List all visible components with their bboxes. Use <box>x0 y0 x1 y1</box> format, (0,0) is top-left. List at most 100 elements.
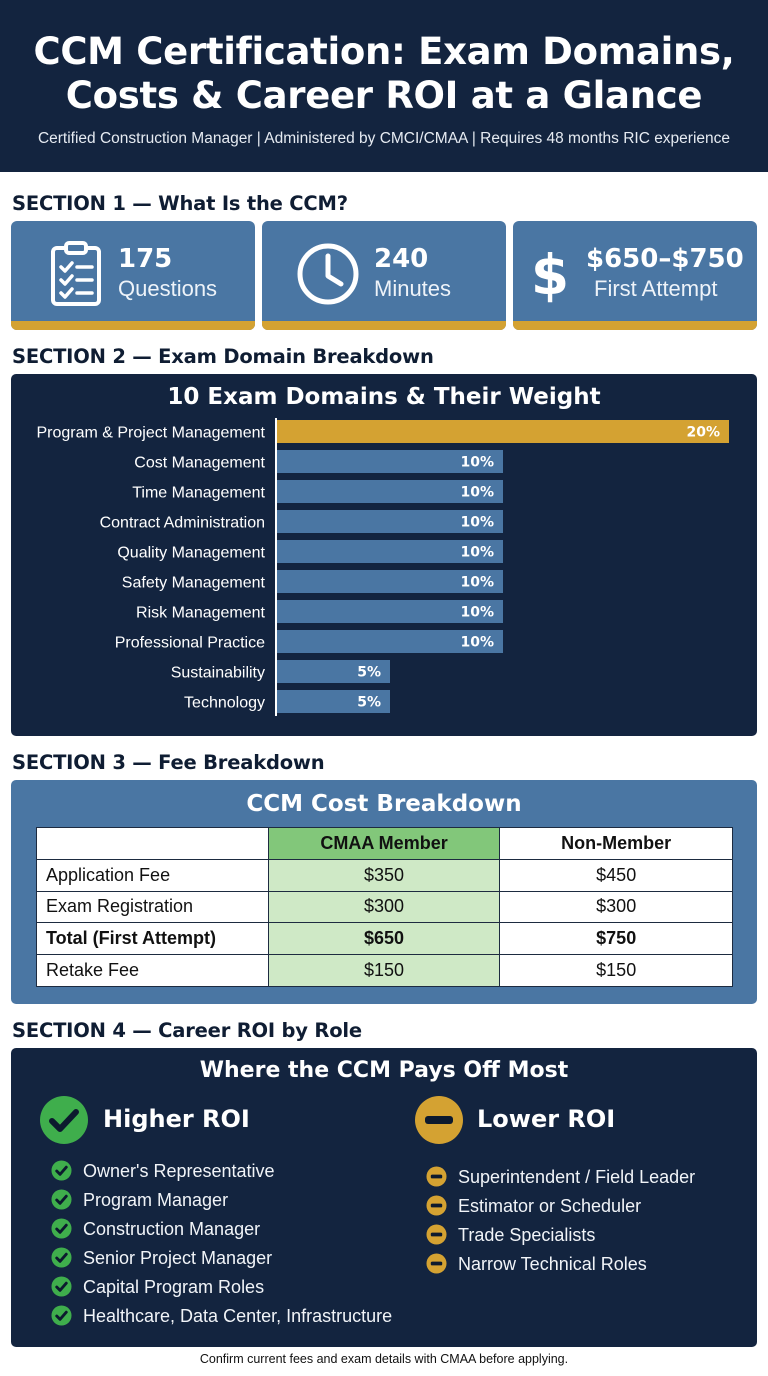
table-row: Retake Fee $150 $150 <box>36 954 733 987</box>
section-4-heading: SECTION 4 — Career ROI by Role <box>12 1019 362 1042</box>
footer-note: Confirm current fees and exam details wi… <box>199 1352 569 1366</box>
check-bullet-icon <box>51 1305 72 1326</box>
table-row: Exam Registration $300 $300 <box>36 890 733 924</box>
chart-data-label: 5% <box>357 665 381 681</box>
fee-row-label: Total (First Attempt) <box>36 922 269 956</box>
check-bullet-icon <box>51 1218 72 1239</box>
fee-row-label: Exam Registration <box>36 890 269 924</box>
lower-roi-item: Narrow Technical Roles <box>458 1254 647 1274</box>
stat-card-questions: 175 Questions <box>11 221 255 330</box>
check-bullet-icon <box>51 1276 72 1297</box>
stat-label-cost: First Attempt <box>594 276 718 301</box>
higher-roi-item: Healthcare, Data Center, Infrastructure <box>83 1306 393 1326</box>
lower-roi-title: Lower ROI <box>477 1105 616 1133</box>
section-3-heading: SECTION 3 — Fee Breakdown <box>12 751 325 774</box>
higher-roi-item: Construction Manager <box>83 1219 261 1239</box>
stat-card-accent-bar <box>513 321 757 330</box>
clipboard-checklist-icon <box>51 241 101 306</box>
chart-bar <box>277 660 390 683</box>
stat-card-accent-bar <box>262 321 506 330</box>
check-bullet-icon <box>51 1189 72 1210</box>
minus-bullet-icon <box>426 1224 447 1245</box>
table-row: Application Fee $350 $450 <box>36 858 733 892</box>
minus-circle-icon <box>415 1096 463 1144</box>
fee-member-value: $150 <box>267 954 501 987</box>
stat-card-accent-bar <box>11 321 255 330</box>
stat-value-questions: 175 <box>118 244 173 274</box>
minus-bullet-icon <box>426 1166 447 1187</box>
chart-bar <box>277 630 503 653</box>
page-title-line-1: CCM Certification: Exam Domains, <box>33 30 735 73</box>
fee-col-header-member: CMAA Member <box>267 827 501 860</box>
higher-roi-item: Owner's Representative <box>83 1161 275 1181</box>
stat-value-minutes: 240 <box>374 244 429 274</box>
roi-panel: Where the CCM Pays Off Most Higher ROI L… <box>11 1048 757 1347</box>
chart-bar <box>277 540 503 563</box>
chart-data-label: 10% <box>460 485 494 501</box>
chart-category-label: Professional Practice <box>115 635 265 652</box>
section-2-heading: SECTION 2 — Exam Domain Breakdown <box>12 345 434 368</box>
domain-chart-panel: 10 Exam Domains & Their Weight Program &… <box>11 374 757 736</box>
fee-table-header-row: CMAA Member Non-Member <box>36 827 733 860</box>
chart-data-label: 5% <box>357 695 381 711</box>
chart-bar <box>277 450 503 473</box>
chart-category-label: Program & Project Management <box>36 425 265 442</box>
lower-roi-item: Estimator or Scheduler <box>458 1196 642 1216</box>
roi-panel-title: Where the CCM Pays Off Most <box>199 1058 569 1083</box>
chart-data-label: 10% <box>460 605 494 621</box>
fee-col-header-blank <box>36 827 269 860</box>
chart-category-label: Sustainability <box>171 665 265 682</box>
fee-member-value: $300 <box>267 890 501 924</box>
fee-non-member-value: $450 <box>499 858 733 892</box>
lower-roi-item: Trade Specialists <box>458 1225 596 1245</box>
dollar-sign-icon: $ <box>531 243 569 307</box>
fee-col-header-non-member: Non-Member <box>499 827 733 860</box>
chart-bar <box>277 690 390 713</box>
fee-member-value: $350 <box>267 858 501 892</box>
minus-bullet-icon <box>426 1253 447 1274</box>
chart-category-label: Risk Management <box>136 605 266 622</box>
page-subtitle: Certified Construction Manager | Adminis… <box>37 130 731 147</box>
fee-table: CMAA Member Non-Member Application Fee $… <box>36 827 733 987</box>
chart-category-label: Cost Management <box>134 455 265 472</box>
chart-category-label: Time Management <box>132 485 265 502</box>
fee-non-member-value: $150 <box>499 954 733 987</box>
chart-data-label: 10% <box>460 635 494 651</box>
chart-data-label: 10% <box>460 545 494 561</box>
chart-bar <box>277 570 503 593</box>
chart-bar <box>277 480 503 503</box>
page-title-line-2: Costs & Career ROI at a Glance <box>65 74 703 117</box>
check-circle-icon <box>40 1096 88 1144</box>
higher-roi-item: Capital Program Roles <box>83 1277 265 1297</box>
stat-value-cost: $650–$750 <box>586 244 744 274</box>
chart-data-label: 10% <box>460 575 494 591</box>
chart-data-label: 10% <box>460 455 494 471</box>
table-row-total: Total (First Attempt) $650 $750 <box>36 922 733 956</box>
stat-label-minutes: Minutes <box>374 276 452 301</box>
fee-row-label: Retake Fee <box>36 954 269 987</box>
chart-bar <box>277 600 503 623</box>
page-title: CCM Certification: Exam Domains, Costs &… <box>0 0 768 118</box>
fee-non-member-value: $750 <box>499 922 733 956</box>
svg-text:$: $ <box>531 243 569 307</box>
domain-weight-chart: Program & Project Management 20% Cost Mana… <box>36 418 729 716</box>
check-bullet-icon <box>51 1160 72 1181</box>
chart-data-label: 10% <box>460 515 494 531</box>
check-bullet-icon <box>51 1247 72 1268</box>
higher-roi-title: Higher ROI <box>103 1105 250 1133</box>
chart-data-label: 20% <box>686 425 720 441</box>
header-banner: CCM Certification: Exam Domains, Costs &… <box>0 0 768 172</box>
section-1-heading: SECTION 1 — What Is the CCM? <box>12 192 348 215</box>
minus-bullet-icon <box>426 1195 447 1216</box>
chart-bar <box>277 510 503 533</box>
chart-category-label: Safety Management <box>122 575 266 592</box>
higher-roi-item: Program Manager <box>83 1190 229 1210</box>
fee-row-label: Application Fee <box>36 858 269 892</box>
fee-non-member-value: $300 <box>499 890 733 924</box>
chart-title: 10 Exam Domains & Their Weight <box>167 384 601 410</box>
chart-category-label: Contract Administration <box>100 515 265 532</box>
fee-panel: CCM Cost Breakdown CMAA Member Non-Membe… <box>11 780 757 1004</box>
chart-category-label: Quality Management <box>117 545 265 562</box>
clock-icon <box>297 243 359 305</box>
stat-card-minutes: 240 Minutes <box>262 221 506 330</box>
